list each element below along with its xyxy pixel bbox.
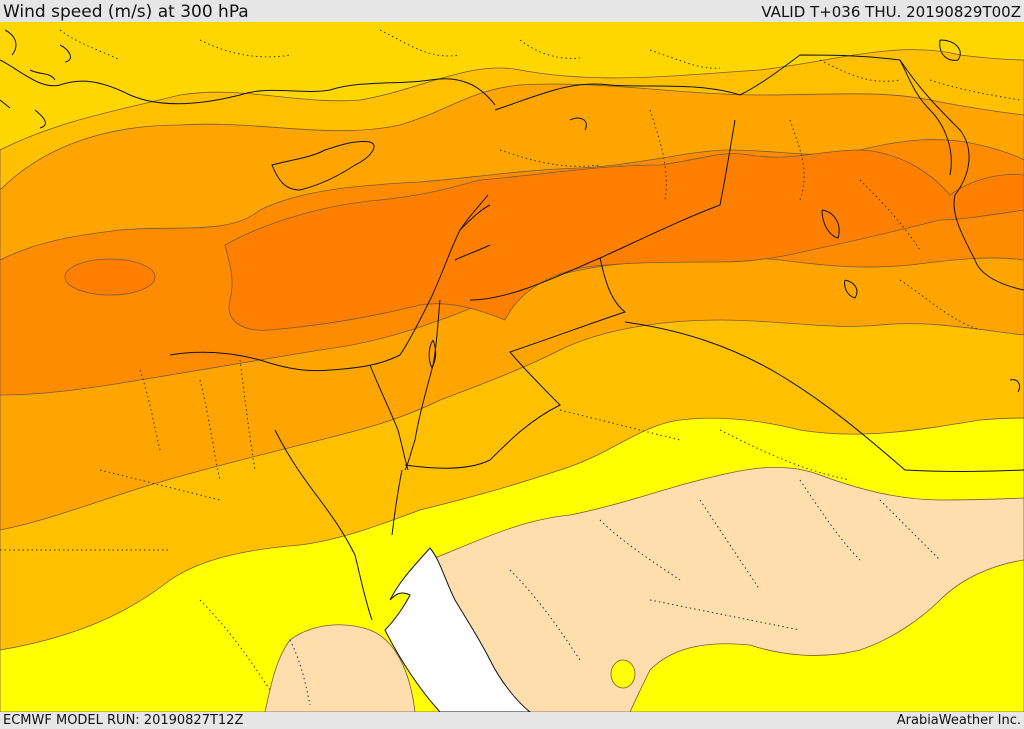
lake-van xyxy=(939,39,961,61)
lake-razazza xyxy=(844,279,858,299)
map-header: Wind speed (m/s) at 300 hPa VALID T+036 … xyxy=(0,0,1024,22)
dead-sea xyxy=(428,339,436,370)
border-egypt-israel xyxy=(369,364,409,471)
band-yellow-island xyxy=(610,659,636,689)
credit-label: ArabiaWeather Inc. xyxy=(896,713,1021,728)
admin-boundaries-arabia xyxy=(509,409,941,661)
band-core xyxy=(224,149,1024,331)
band-core-island xyxy=(64,258,156,296)
border-saudi-iraq xyxy=(624,321,1024,472)
coastline-gulf-aqaba xyxy=(391,469,403,536)
wind-speed-map[interactable] xyxy=(0,22,1024,712)
model-run-label: ECMWF MODEL RUN: 20190827T12Z xyxy=(3,713,244,728)
islands-aegean xyxy=(0,29,71,129)
coastline-turkey xyxy=(0,59,496,106)
admin-boundaries-west xyxy=(199,599,311,706)
band-tan xyxy=(429,467,1024,712)
coastline-levant xyxy=(169,194,489,372)
valid-time-label: VALID T+036 THU. 20190829T00Z xyxy=(761,3,1021,21)
admin-boundaries-middle xyxy=(499,109,981,331)
map-footer: ECMWF MODEL RUN: 20190827T12Z ArabiaWeat… xyxy=(0,712,1024,729)
island-cyprus xyxy=(271,141,375,191)
border-lebanon xyxy=(454,204,491,261)
band-tan-west xyxy=(264,624,416,712)
border-jordan-iraq xyxy=(469,119,736,301)
map-canvas xyxy=(0,22,1024,712)
map-title: Wind speed (m/s) at 300 hPa xyxy=(3,2,249,22)
coastline-sinai xyxy=(274,429,373,621)
border-jordan-saudi xyxy=(404,257,627,469)
lake-urmia xyxy=(1009,379,1021,393)
admin-boundaries-north xyxy=(59,29,1021,101)
border-syria-iraq xyxy=(494,54,1024,291)
lake-assad xyxy=(569,117,587,131)
red-sea xyxy=(384,547,531,712)
border-jordan-israel xyxy=(404,299,441,471)
lake-tharthar xyxy=(821,209,840,239)
admin-boundaries-egypt xyxy=(0,359,256,551)
border-iraq-iran xyxy=(899,59,952,176)
